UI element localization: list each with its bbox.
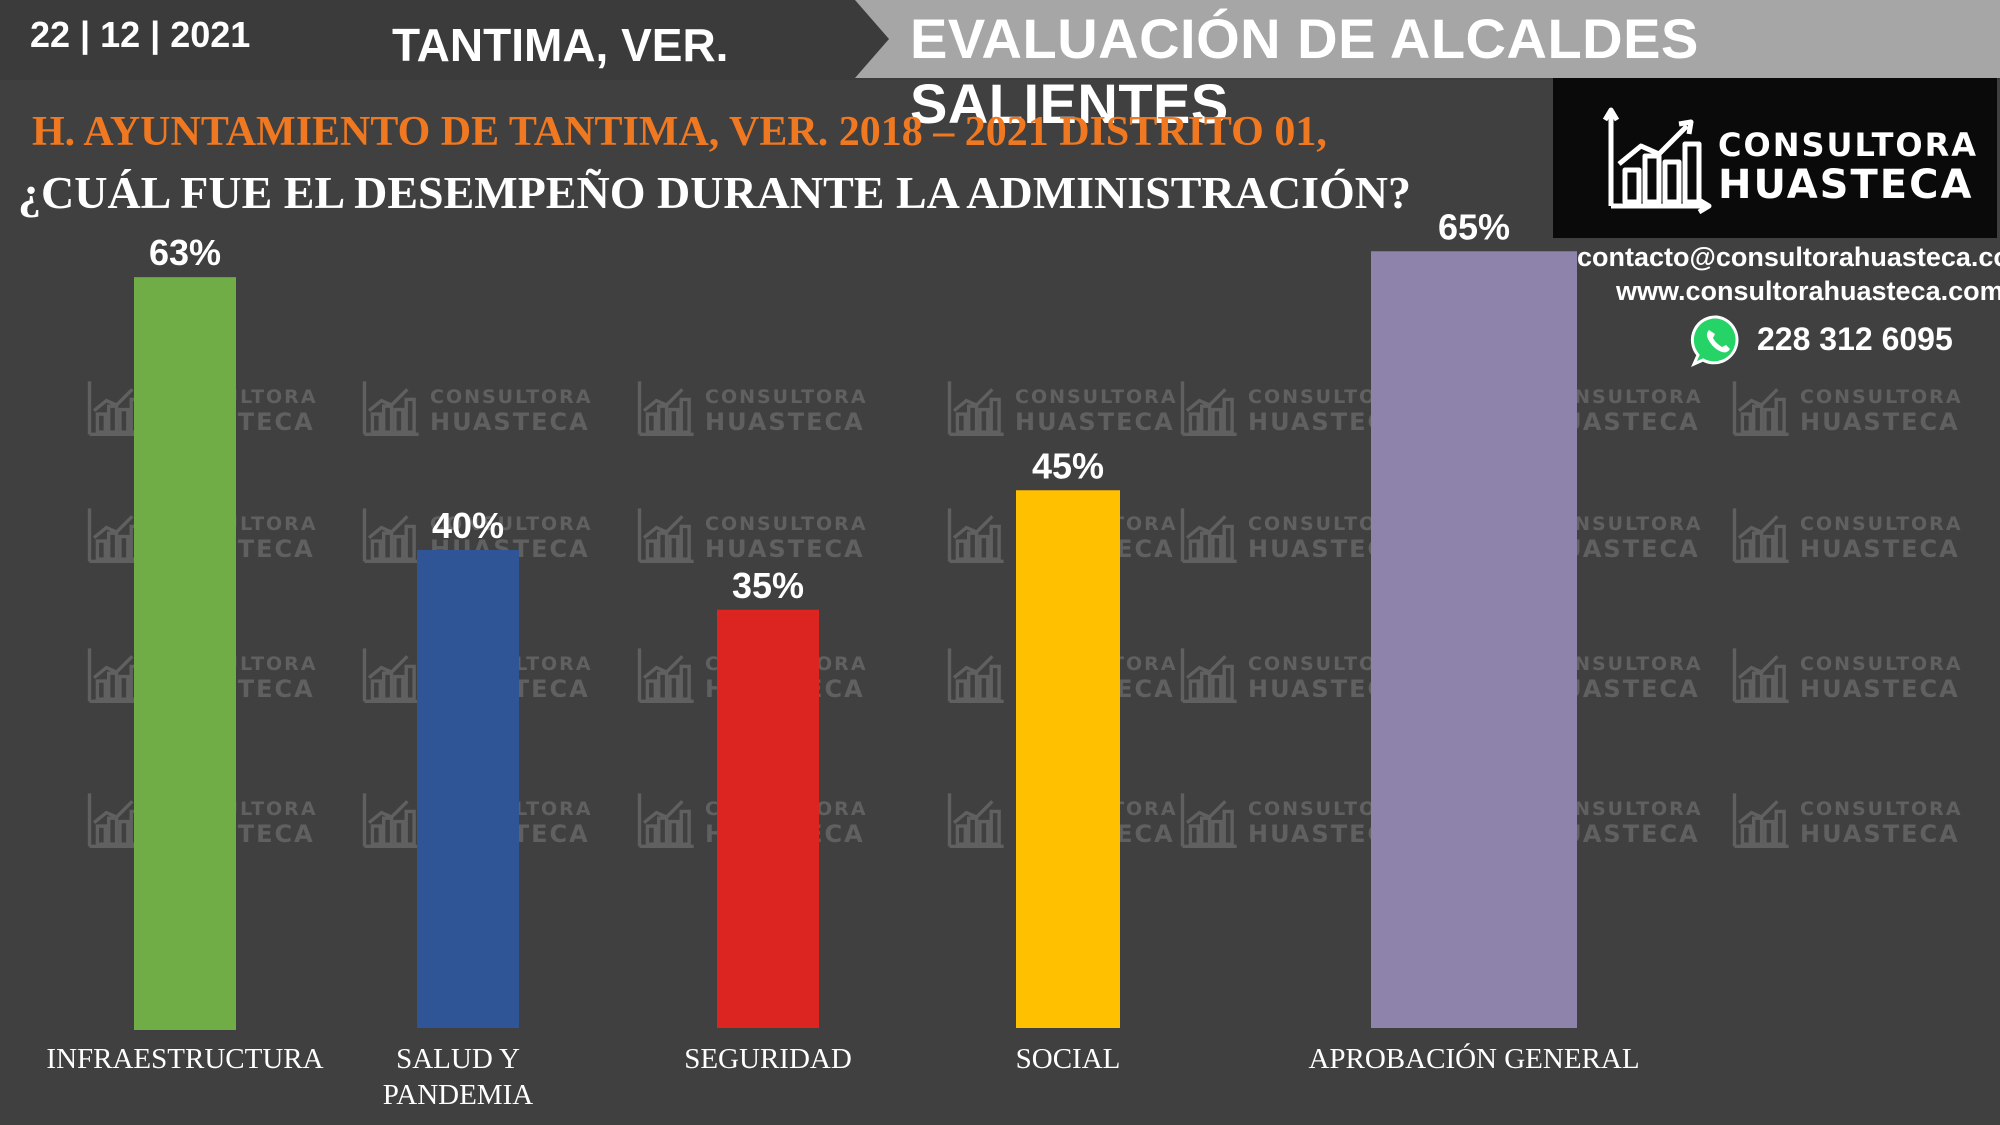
contact-website[interactable]: www.consultorahuasteca.com [1616,276,2000,306]
banner-title: EVALUACIÓN DE ALCALDES SALIENTES [910,7,1699,135]
brand-line1: CONSULTORA [1718,126,1979,164]
data-label-2: 35% [732,565,804,606]
date-label: 22 | 12 | 2021 [30,14,251,55]
contact-phone[interactable]: 228 312 6095 [1757,321,1953,357]
data-label-4: 65% [1438,206,1510,247]
brand-logo: CONSULTORA HUASTECA [1553,78,1997,238]
category-label-0: INFRAESTRUCTURA [46,1043,323,1075]
category-label-4: APROBACIÓN GENERAL [1308,1042,1639,1075]
place-label: TANTIMA, VER. [392,19,729,71]
title-banner [855,0,2000,78]
chart-subtitle: H. AYUNTAMIENTO DE TANTIMA, VER. 2018 – … [32,109,1327,155]
category-label-1: SALUD Y [396,1043,520,1075]
chart-question: ¿CUÁL FUE EL DESEMPEÑO DURANTE LA ADMINI… [18,167,1411,218]
data-label-3: 45% [1032,445,1104,486]
bar-1 [417,550,519,1028]
whatsapp-icon [1690,315,1739,367]
category-label-2: SEGURIDAD [684,1043,852,1075]
bar-4 [1371,251,1577,1028]
contact-email[interactable]: contacto@consultorahuasteca.com [1577,242,2000,272]
category-label-1: PANDEMIA [383,1079,533,1111]
bar-0 [134,277,236,1030]
bar-2 [717,609,819,1028]
category-label-3: SOCIAL [1016,1043,1121,1075]
data-label-0: 63% [149,232,221,273]
bar-chart-arrow-icon [1603,107,1712,215]
data-label-1: 40% [432,505,504,546]
bar-3 [1016,490,1120,1028]
brand-line2: HUASTECA [1718,162,1974,208]
